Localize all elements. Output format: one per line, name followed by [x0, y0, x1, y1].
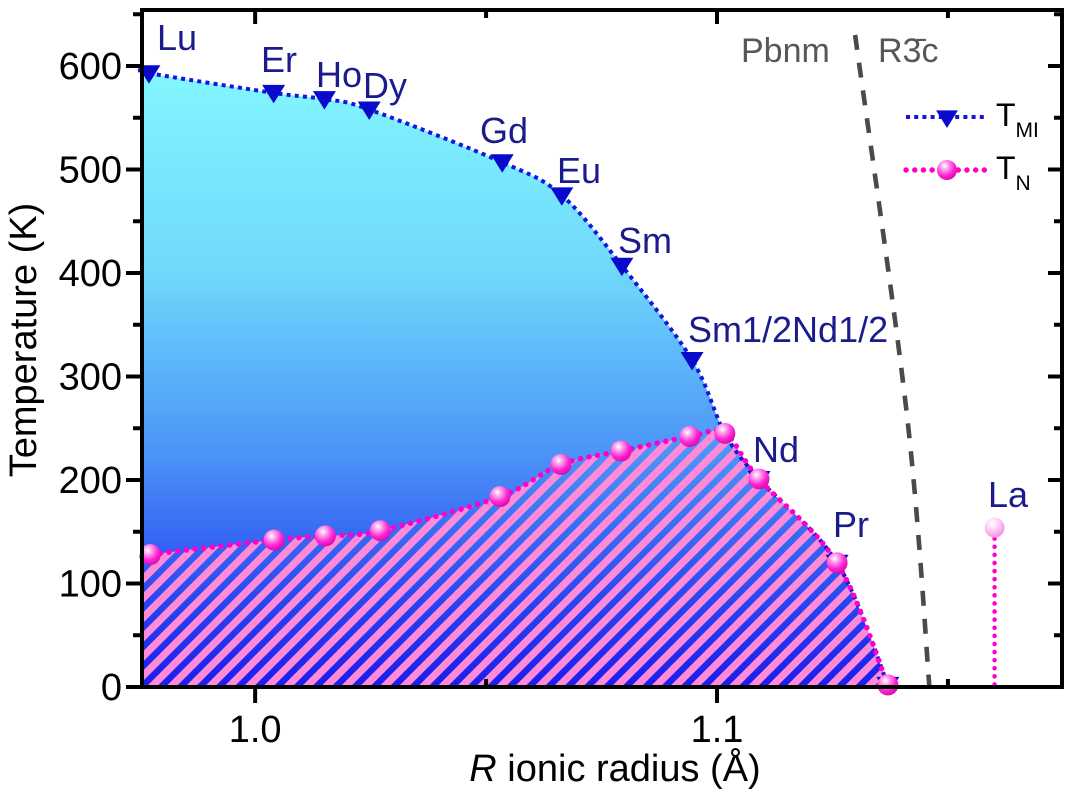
- tn-marker-Pr: [826, 552, 848, 574]
- tn-marker-5: [550, 453, 572, 475]
- point-label-Sm: Sm: [618, 220, 672, 261]
- la-marker: [984, 517, 1005, 538]
- y-axis-title: Temperature (K): [3, 203, 45, 478]
- y-tick-label-600: 600: [59, 46, 122, 88]
- tmi-marker-Sm: [610, 257, 634, 277]
- antiferromagnetic-region-hatch: [138, 430, 888, 689]
- point-label-La: La: [988, 474, 1029, 515]
- tn-marker-4: [489, 486, 511, 508]
- legend-label-MI: TMI: [996, 97, 1039, 142]
- structure-boundary-line: [852, 34, 932, 688]
- point-label-Gd: Gd: [480, 110, 528, 151]
- point-label-Pr: Pr: [833, 504, 869, 545]
- tn-marker-tail3: [877, 674, 899, 696]
- legend-marker-TMI: [936, 110, 958, 128]
- tmi-marker-Eu: [550, 187, 574, 206]
- y-tick-label-400: 400: [59, 253, 122, 295]
- y-tick-label-500: 500: [59, 150, 122, 192]
- axes-frame-and-ticks: [126, 8, 1064, 703]
- point-label-Lu: Lu: [157, 17, 197, 58]
- y-tick-label-200: 200: [59, 460, 122, 502]
- plot-frame: [140, 8, 1064, 689]
- legend: TMI TN: [903, 97, 1039, 195]
- x-axis-title: R ionic radius (Å): [469, 746, 760, 790]
- phase-label-r3c: R3̄c: [878, 32, 938, 70]
- tmi-marker-Ho: [312, 91, 336, 110]
- tick-labels: 1.0 1.1 0 100 200 300 400 500 600: [59, 46, 744, 751]
- x-tick-label-1.1: 1.1: [691, 709, 744, 751]
- x-tick-label-1.0: 1.0: [229, 709, 282, 751]
- point-label-Nd: Nd: [753, 429, 799, 470]
- point-label-Dy: Dy: [363, 65, 407, 106]
- tn-marker-2: [314, 525, 336, 547]
- y-tick-label-300: 300: [59, 357, 122, 399]
- y-tick-label-0: 0: [101, 667, 122, 709]
- tn-marker-3: [369, 520, 391, 542]
- tmi-marker-Sm1/2Nd1/2: [680, 351, 704, 371]
- tn-marker-1: [263, 529, 285, 551]
- tmi-marker-Dy: [357, 101, 381, 120]
- tn-marker-6: [610, 440, 632, 462]
- phase-label-pbnm: Pbnm: [741, 32, 830, 70]
- legend-marker-TN: [937, 160, 957, 180]
- point-label-Ho: Ho: [316, 54, 362, 95]
- tn-marker-7: [679, 426, 701, 448]
- phase-region-fills: [137, 70, 888, 690]
- point-label-Er: Er: [261, 39, 297, 80]
- tn-marker-Nd: [748, 468, 770, 490]
- data-point-markers: [137, 65, 1005, 696]
- tn-marker-tail0: [714, 422, 736, 444]
- tn-marker-0: [139, 544, 161, 566]
- y-tick-label-100: 100: [59, 564, 122, 606]
- element-point-labels: Lu Er Ho Dy Gd Eu Sm Sm1/2Nd1/2 Nd Pr La: [157, 17, 1029, 545]
- tmi-marker-Gd: [490, 154, 514, 173]
- tmi-marker-Er: [262, 84, 286, 104]
- point-label-Eu: Eu: [557, 150, 601, 191]
- point-label-Sm12Nd12: Sm1/2Nd1/2: [688, 309, 888, 350]
- legend-label-N: TN: [996, 150, 1031, 195]
